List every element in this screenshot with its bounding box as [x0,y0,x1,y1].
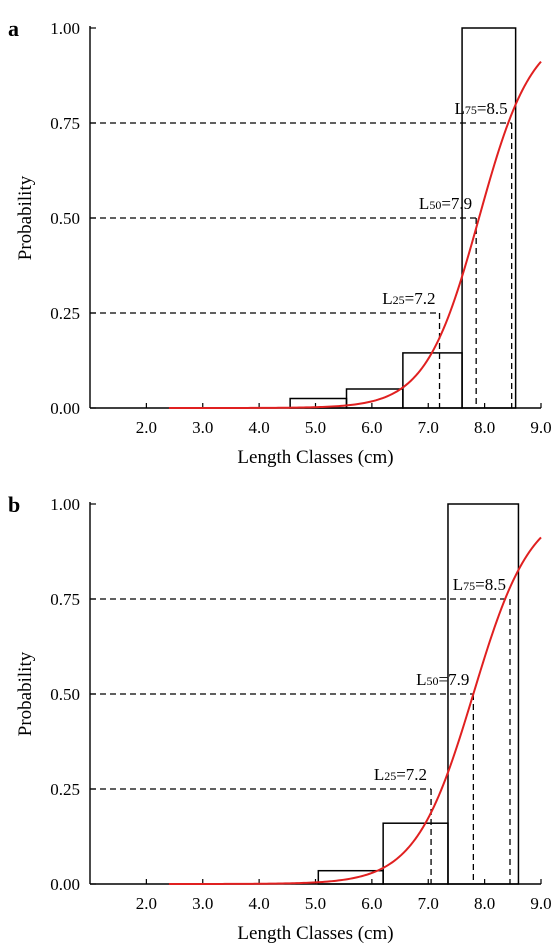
annotation-subscript: 25 [393,293,405,307]
x-tick-label: 2.0 [136,418,157,437]
y-tick-label: 0.00 [50,875,80,894]
selection-curve [168,536,542,885]
x-tick-label: 7.0 [418,418,439,437]
y-tick-label: 0.75 [50,114,80,133]
x-tick-label: 6.0 [361,418,382,437]
x-tick-label: 6.0 [361,894,382,913]
x-tick-label: 3.0 [192,894,213,913]
annotation-label: L75=8.5 [454,99,507,118]
x-tick-label: 7.0 [418,894,439,913]
annotation-letter: L [419,194,429,213]
annotation-value: =7.9 [441,194,472,213]
annotation-label: L75=8.5 [453,575,506,594]
annotation-label: L25=7.2 [374,765,427,784]
y-tick-label: 0.25 [50,780,80,799]
x-axis-title: Length Classes (cm) [237,447,393,468]
chart-panel-b: b 0.00 0.25 0.50 0.75 1.00 2.0 3.0 4.0 5.0 6.0 7.0… [8,492,552,944]
annotation-subscript: 75 [463,579,475,593]
annotation-label: L50=7.9 [419,194,472,213]
annotation-letter: L [374,765,384,784]
x-axis-title: Length Classes (cm) [237,923,393,944]
annotation-subscript: 50 [429,198,441,212]
annotation-label: L25=7.2 [382,289,435,308]
annotation-label: L50=7.9 [416,670,469,689]
annotation-subscript: 25 [384,769,396,783]
annotation-value: =8.5 [475,575,506,594]
y-tick-label: 0.75 [50,590,80,609]
y-tick-label: 0.50 [50,685,80,704]
selection-curve [168,60,542,409]
x-tick-label: 5.0 [305,418,326,437]
x-tick-label: 3.0 [192,418,213,437]
x-tick-label: 4.0 [249,418,270,437]
annotation-subscript: 50 [427,674,439,688]
annotation-letter: L [454,99,464,118]
y-axis-title: Probability [15,175,36,260]
annotation-value: =7.2 [396,765,427,784]
annotation-letter: L [416,670,426,689]
y-tick-label: 0.00 [50,399,80,418]
panel-letter-a: a [8,16,19,41]
x-tick-label: 8.0 [474,418,495,437]
annotation-value: =7.2 [405,289,436,308]
y-tick-label: 1.00 [50,495,80,514]
annotation-subscript: 75 [465,103,477,117]
annotation-value: =7.9 [439,670,470,689]
chart-panel-a: a 0.00 0.25 0.50 0.75 1.00 2.0 3.0 4.0 5.0 6.0 7.0… [8,16,552,468]
y-tick-label: 0.25 [50,304,80,323]
annotation-letter: L [453,575,463,594]
x-tick-label: 8.0 [474,894,495,913]
bar [382,822,449,885]
y-axis-title: Probability [15,651,36,736]
y-tick-label: 0.50 [50,209,80,228]
x-tick-label: 9.0 [530,894,551,913]
panel-letter-b: b [8,492,20,517]
annotation-value: =8.5 [477,99,508,118]
x-tick-label: 2.0 [136,894,157,913]
y-tick-label: 1.00 [50,19,80,38]
x-tick-label: 4.0 [249,894,270,913]
x-tick-label: 9.0 [530,418,551,437]
annotation-letter: L [382,289,392,308]
bar [447,503,520,885]
x-tick-label: 5.0 [305,894,326,913]
